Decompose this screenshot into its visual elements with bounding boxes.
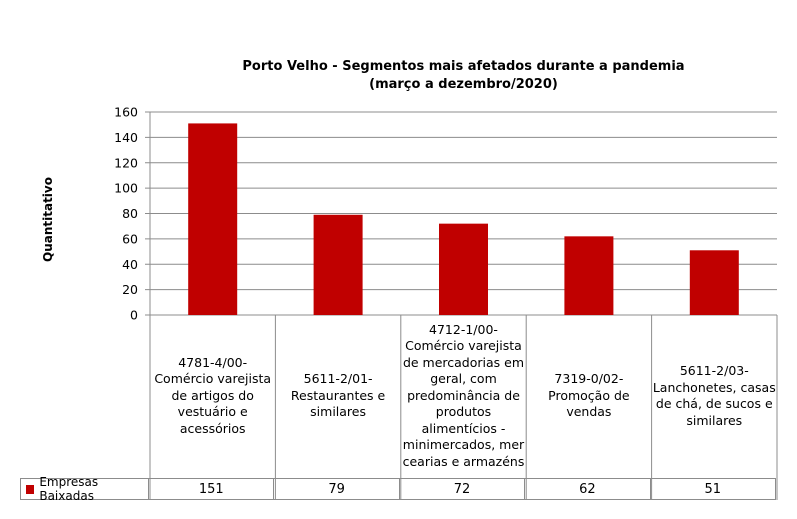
chart-subtitle: (março a dezembro/2020) <box>369 77 558 92</box>
x-category-label: 4781-4/00- Comércio varejista de artigos d… <box>150 318 275 474</box>
x-category-label: 5611-2/03- Lanchonetes, casas de chá, de s… <box>652 318 777 474</box>
y-tick-label: 40 <box>122 257 138 272</box>
bar <box>313 214 363 315</box>
y-tick-label: 120 <box>114 155 138 170</box>
table-value: 62 <box>525 479 651 499</box>
gridlines <box>145 111 777 316</box>
table-value: 151 <box>149 479 275 499</box>
category-text: 4781-4/00- Comércio varejista de artigos d… <box>154 354 272 436</box>
bars <box>188 123 739 315</box>
y-tick-label: 80 <box>122 206 138 221</box>
bar <box>188 123 238 315</box>
y-tick-labels: 0 20 40 60 80 100 120 140 160 <box>114 105 138 323</box>
y-axis-label: Quantitativo <box>41 177 55 262</box>
bar <box>439 223 488 315</box>
bar <box>564 236 614 315</box>
y-tick-label: 160 <box>114 105 138 120</box>
x-category-label: 7319-0/02- Promoção de vendas <box>526 318 651 474</box>
y-tick-label: 20 <box>122 282 138 297</box>
category-text: 5611-2/03- Lanchonetes, casas de chá, de s… <box>652 363 776 428</box>
data-table-row: Empresas Baixadas 151 79 72 62 51 <box>20 475 776 503</box>
category-text: 4712-1/00- Comércio varejista de mercadori… <box>402 321 525 469</box>
category-text: 7319-0/02- Promoção de vendas <box>548 371 630 420</box>
y-tick-label: 100 <box>114 181 138 196</box>
x-category-label: 5611-2/01- Restaurantes e similares <box>275 318 400 474</box>
table-value: 79 <box>274 479 400 499</box>
legend-label: Empresas Baixadas <box>39 475 99 503</box>
legend-entry: Empresas Baixadas <box>21 475 150 503</box>
y-tick-label: 60 <box>122 231 138 246</box>
chart-title-main: Porto Velho - Segmentos mais afetados du… <box>242 59 685 74</box>
legend-swatch <box>26 484 35 494</box>
category-text: 5611-2/01- Restaurantes e similares <box>290 371 386 420</box>
table-value: 51 <box>704 481 722 497</box>
category-table-lines <box>149 112 778 500</box>
x-category-label: 4712-1/00- Comércio varejista de mercadori… <box>401 318 526 474</box>
y-tick-label: 140 <box>114 130 138 145</box>
table-value: 72 <box>400 479 526 499</box>
chart-title: Porto Velho - Segmentos mais afetados du… <box>150 58 777 94</box>
bar <box>689 250 739 315</box>
y-tick-label: 0 <box>130 308 138 323</box>
